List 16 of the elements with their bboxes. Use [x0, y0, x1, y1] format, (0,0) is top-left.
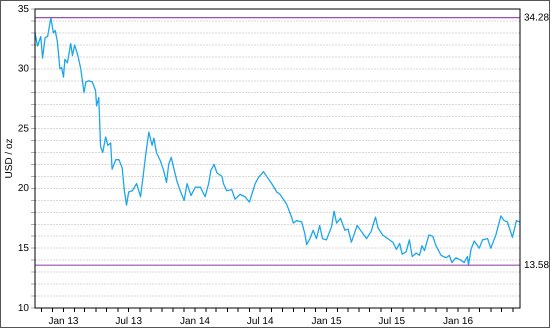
- x-tick-label: Jul 15: [378, 316, 406, 327]
- x-tick-label: Jul 13: [115, 316, 142, 327]
- ref-line-label: 13.58: [524, 260, 550, 271]
- x-tick-label: Jan 13: [48, 316, 79, 327]
- x-tick-label: Jul 14: [246, 316, 274, 327]
- x-tick-label: Jan 16: [443, 316, 474, 327]
- ref-line-label: 34.28: [524, 12, 550, 24]
- x-tick-label: Jan 14: [180, 316, 210, 327]
- y-tick-label: 15: [18, 242, 30, 254]
- y-tick-label: 20: [18, 183, 30, 194]
- y-tick-label: 30: [18, 64, 30, 75]
- y-tick-label: 10: [18, 302, 30, 314]
- x-tick-label: Jan 15: [311, 316, 342, 327]
- y-tick-label: 25: [18, 123, 30, 134]
- y-axis-title: USD / oz: [4, 138, 15, 179]
- y-tick-label: 35: [18, 4, 30, 15]
